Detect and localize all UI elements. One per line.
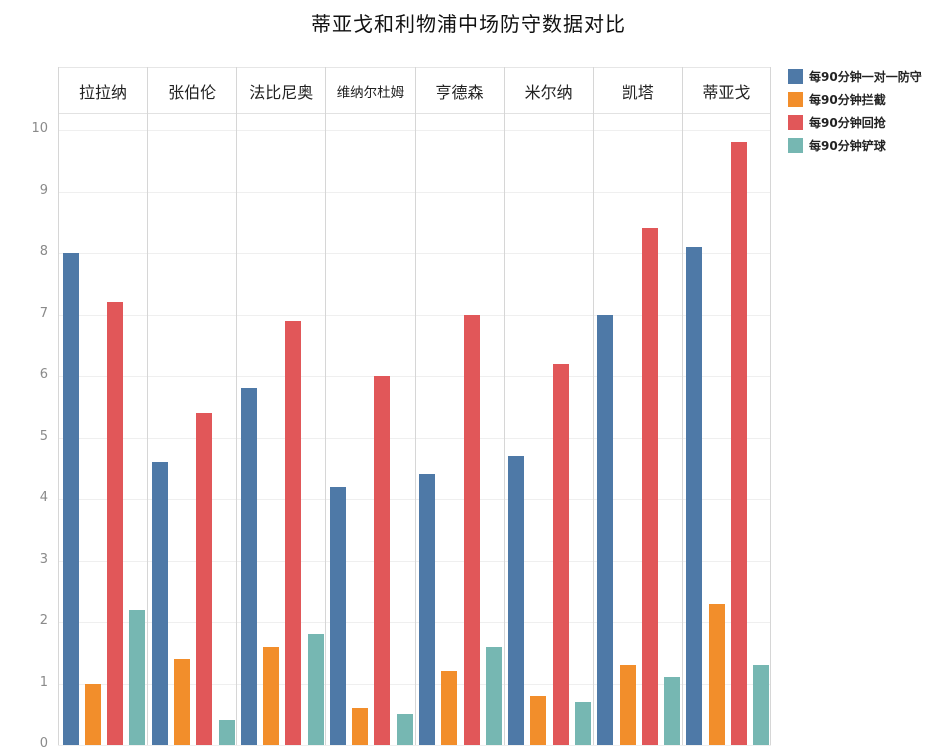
legend-swatch [788,115,803,130]
bar[interactable] [686,246,703,745]
bar[interactable] [552,363,569,745]
y-tick-label: 1 [39,674,48,690]
y-tick-label: 4 [39,490,48,505]
bar[interactable] [730,142,747,745]
bar[interactable] [173,658,190,745]
legend-swatch [788,92,803,107]
category-label: 拉拉纳 [79,83,128,102]
legend-label: 每90分钟铲球 [809,139,886,153]
category-panel: 凯塔 [592,67,682,745]
category-label: 蒂亚戈 [702,83,751,102]
gridline [58,745,771,746]
bar[interactable] [485,646,502,745]
category-label: 维纳尔杜姆 [336,85,405,101]
bar[interactable] [285,320,302,745]
bar[interactable] [196,412,213,745]
bar[interactable] [508,455,525,745]
bar[interactable] [352,708,369,745]
bar[interactable] [263,646,280,745]
category-label: 法比尼奥 [249,83,314,102]
category-label: 亨德森 [435,83,484,102]
bar[interactable] [129,609,146,745]
bar[interactable] [463,314,480,745]
bar[interactable] [575,701,592,745]
y-tick-label: 0 [39,736,48,751]
category-panel: 张伯伦 [147,67,236,745]
y-tick-label: 9 [39,182,48,198]
legend-swatch [788,69,803,84]
bar[interactable] [664,677,681,745]
legend-swatch [788,138,803,153]
category-label: 凯塔 [621,83,654,102]
y-tick-label: 7 [39,305,48,321]
bar[interactable] [419,474,435,745]
legend-label: 每90分钟回抢 [809,116,886,130]
y-tick-label: 5 [39,428,48,444]
bar[interactable] [441,671,458,745]
plot-area: 拉拉纳 张伯伦 法比尼奥 维纳尔杜姆 亨德森 米尔纳 凯塔 蒂亚戈 [58,67,771,746]
category-panel: 亨德森 [414,67,504,745]
y-tick-label: 6 [39,367,48,382]
bar[interactable] [530,695,547,745]
bar[interactable] [619,665,636,745]
bar[interactable] [151,462,168,745]
chart-title: 蒂亚戈和利物浦中场防守数据对比 [311,12,626,36]
bar[interactable] [329,486,346,745]
bar[interactable] [708,603,725,745]
bar[interactable] [84,683,101,745]
bar[interactable] [396,714,413,745]
bar[interactable] [107,302,124,745]
bar[interactable] [307,634,324,745]
y-tick-label: 2 [39,613,48,628]
legend-label: 每90分钟一对一防守 [809,70,922,84]
category-panel: 蒂亚戈 [681,67,771,745]
category-panel: 维纳尔杜姆 [325,67,414,745]
category-panel: 法比尼奥 [236,67,325,745]
bar[interactable] [62,253,79,745]
y-tick-label: 3 [39,551,48,567]
legend-label: 每90分钟拦截 [809,93,886,107]
category-panel: 拉拉纳 [58,67,147,745]
category-label: 米尔纳 [524,83,573,102]
bar[interactable] [240,388,257,745]
y-tick-label: 8 [39,244,48,259]
y-tick-label: 10 [31,121,48,136]
category-label: 张伯伦 [168,83,217,102]
bar[interactable] [597,314,614,745]
bar[interactable] [218,720,235,745]
bar[interactable] [641,228,658,745]
category-panel: 米尔纳 [503,67,593,745]
bar[interactable] [753,665,770,745]
bar[interactable] [374,376,391,745]
